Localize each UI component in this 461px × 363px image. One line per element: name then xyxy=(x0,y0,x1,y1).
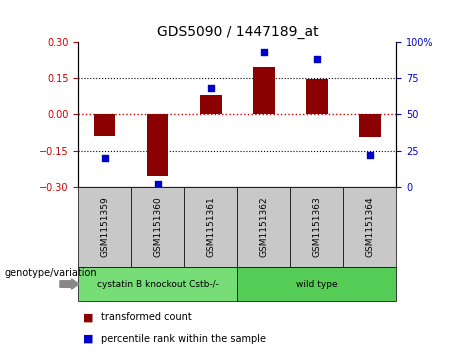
Bar xyxy=(253,67,274,114)
Text: transformed count: transformed count xyxy=(101,312,192,322)
Title: GDS5090 / 1447189_at: GDS5090 / 1447189_at xyxy=(157,25,318,39)
Point xyxy=(101,155,109,161)
Text: cystatin B knockout Cstb-/-: cystatin B knockout Cstb-/- xyxy=(97,280,219,289)
Bar xyxy=(148,114,169,176)
Text: wild type: wild type xyxy=(296,280,338,289)
Point xyxy=(207,85,214,91)
Text: GSM1151364: GSM1151364 xyxy=(366,196,374,257)
Bar xyxy=(95,114,115,136)
Point xyxy=(366,152,373,158)
Text: ■: ■ xyxy=(83,312,94,322)
Text: GSM1151359: GSM1151359 xyxy=(100,196,109,257)
Text: GSM1151362: GSM1151362 xyxy=(260,196,268,257)
Bar xyxy=(306,79,327,114)
Bar xyxy=(200,95,221,114)
Text: GSM1151361: GSM1151361 xyxy=(207,196,215,257)
Text: GSM1151363: GSM1151363 xyxy=(313,196,321,257)
Text: genotype/variation: genotype/variation xyxy=(5,268,97,278)
Point xyxy=(154,181,162,187)
Text: ■: ■ xyxy=(83,334,94,344)
Text: GSM1151360: GSM1151360 xyxy=(154,196,162,257)
Point xyxy=(313,56,320,62)
Text: percentile rank within the sample: percentile rank within the sample xyxy=(101,334,266,344)
Point xyxy=(260,49,267,55)
Bar xyxy=(360,114,381,137)
